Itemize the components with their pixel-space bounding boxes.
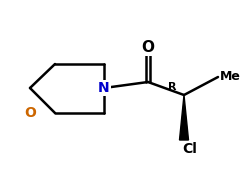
Text: N: N <box>98 81 110 95</box>
Text: O: O <box>24 106 36 120</box>
Text: Me: Me <box>220 69 241 82</box>
Text: O: O <box>141 40 154 55</box>
Polygon shape <box>180 95 188 140</box>
Text: R: R <box>168 82 176 92</box>
Text: Cl: Cl <box>183 142 197 156</box>
